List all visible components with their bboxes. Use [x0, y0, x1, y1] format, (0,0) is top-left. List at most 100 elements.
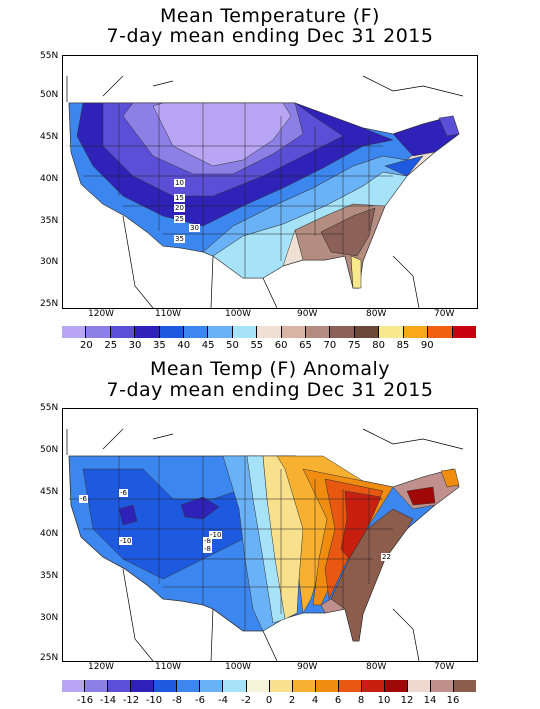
top-lat-label: 25N: [40, 299, 59, 309]
bottom-colorbar-cell: [269, 680, 293, 692]
top-colorbar: [62, 326, 476, 338]
top-colorbar-cell: [379, 326, 404, 338]
top-colorbar-cell: [403, 326, 429, 338]
bottom-lon-label: 70W: [434, 662, 455, 672]
top-colorbar-cell: [208, 326, 233, 338]
top-colorbar-cell: [159, 326, 185, 338]
bottom-lon-label: 110W: [155, 662, 182, 672]
bottom-colorbar-cell: [177, 680, 201, 692]
top-lat-label: 55N: [40, 51, 59, 61]
bottom-colorbar: [62, 680, 477, 692]
bottom-lon-label: 90W: [297, 662, 318, 672]
top-colorbar-label: 30: [128, 340, 142, 351]
top-colorbar-cell: [232, 326, 258, 338]
top-lon-label: 100W: [225, 309, 252, 319]
top-colorbar-cell: [135, 326, 160, 338]
bottom-colorbar-cell: [315, 680, 339, 692]
bottom-contour-label: -6: [119, 489, 128, 497]
top-title-line1: Mean Temperature (F): [160, 5, 380, 27]
top-colorbar-label: 50: [226, 340, 239, 351]
bottom-colorbar-label: 10: [377, 695, 391, 706]
bottom-colorbar-cell: [384, 680, 408, 692]
bottom-colorbar-label: 0: [265, 695, 273, 706]
bottom-colorbar-cell: [361, 680, 385, 692]
bottom-colorbar-label: 8: [357, 695, 365, 706]
bottom-contour-label: -8: [203, 545, 212, 553]
bottom-colorbar-label: -6: [195, 695, 205, 706]
top-colorbar-cell: [354, 326, 380, 338]
top-colorbar-label: 45: [201, 340, 215, 351]
bottom-colorbar-cell: [246, 680, 270, 692]
bottom-lat-label: 35N: [40, 571, 59, 581]
bottom-colorbar-labels: -16 -14 -12 -10 -8 -6 -4 -2 0 2 4 6 8 10 12 14 16: [62, 695, 476, 707]
top-colorbar-labels: 20 25 30 35 40 45 50 55 60 65 70 75 80 85 90: [62, 340, 476, 352]
bottom-lat-label: 40N: [40, 529, 59, 539]
bottom-colorbar-cell: [154, 680, 178, 692]
top-colorbar-label: 85: [396, 340, 410, 351]
bottom-colorbar-cell: [431, 680, 455, 692]
bottom-colorbar-label: -4: [218, 695, 228, 706]
top-colorbar-cell: [306, 326, 331, 338]
bottom-lon-label: 120W: [88, 662, 115, 672]
top-colorbar-label: 65: [299, 340, 312, 351]
top-colorbar-label: 90: [420, 340, 434, 351]
top-lon-label: 90W: [297, 309, 318, 319]
bottom-colorbar-cell: [131, 680, 155, 692]
bottom-contour-label: -8: [203, 537, 212, 545]
bottom-colorbar-label: -8: [172, 695, 182, 706]
bottom-colorbar-label: 12: [400, 695, 414, 706]
bottom-colorbar-cell: [85, 680, 109, 692]
top-colorbar-label: 75: [347, 340, 361, 351]
top-contour-label: 35: [174, 235, 185, 243]
top-colorbar-label: 25: [104, 340, 118, 351]
bottom-colorbar-label: -16: [76, 695, 94, 706]
top-lon-label: 110W: [155, 309, 182, 319]
top-colorbar-label: 80: [372, 340, 385, 351]
top-colorbar-cell: [428, 326, 453, 338]
bottom-colorbar-cell: [223, 680, 247, 692]
top-lat-label: 35N: [40, 216, 59, 226]
top-colorbar-label: 35: [153, 340, 166, 351]
top-colorbar-cell: [110, 326, 136, 338]
bottom-colorbar-cell: [454, 680, 477, 692]
top-colorbar-label: 60: [274, 340, 288, 351]
bottom-colorbar-label: 2: [288, 695, 296, 706]
bottom-lat-label: 25N: [40, 653, 59, 663]
top-colorbar-label: 40: [177, 340, 191, 351]
top-lat-label: 45N: [40, 132, 59, 142]
top-contour-label: 20: [174, 204, 185, 212]
top-colorbar-label: 55: [250, 340, 264, 351]
bottom-colorbar-label: -14: [99, 695, 117, 706]
bottom-colorbar-cell: [407, 680, 431, 692]
top-colorbar-cell: [86, 326, 111, 338]
bottom-map: -6 -6 -10 -8 -8 -10 22: [62, 408, 478, 662]
bottom-colorbar-cell: [62, 680, 86, 692]
bottom-colorbar-cell: [338, 680, 362, 692]
top-contour-label: 25: [174, 215, 185, 223]
top-contour-label: 10: [174, 179, 185, 187]
bottom-contour-label: -10: [209, 531, 223, 539]
top-lon-label: 70W: [434, 309, 455, 319]
bottom-colorbar-label: -2: [241, 695, 251, 706]
top-title-line2: 7-day mean ending Dec 31 2015: [106, 25, 434, 47]
bottom-lat-label: 45N: [40, 487, 59, 497]
bottom-contour-label: 22: [381, 553, 392, 561]
top-map: 10 15 20 25 30 35: [62, 55, 478, 309]
top-lat-label: 30N: [40, 257, 59, 267]
bottom-lon-label: 100W: [225, 662, 252, 672]
bottom-colorbar-label: -12: [122, 695, 140, 706]
top-lon-label: 120W: [88, 309, 115, 319]
bottom-colorbar-cell: [292, 680, 316, 692]
top-colorbar-cell: [257, 326, 282, 338]
top-colorbar-cell: [184, 326, 209, 338]
bottom-lat-label: 50N: [40, 445, 59, 455]
top-colorbar-cell: [452, 326, 476, 338]
bottom-colorbar-label: 16: [446, 695, 460, 706]
top-colorbar-cell: [281, 326, 307, 338]
top-contour-label: 30: [189, 224, 200, 232]
bottom-lon-label: 80W: [366, 662, 387, 672]
top-lon-label: 80W: [366, 309, 387, 319]
bottom-colorbar-label: 6: [334, 695, 342, 706]
top-colorbar-label: 70: [323, 340, 337, 351]
bottom-title-line2: 7-day mean ending Dec 31 2015: [106, 379, 434, 401]
